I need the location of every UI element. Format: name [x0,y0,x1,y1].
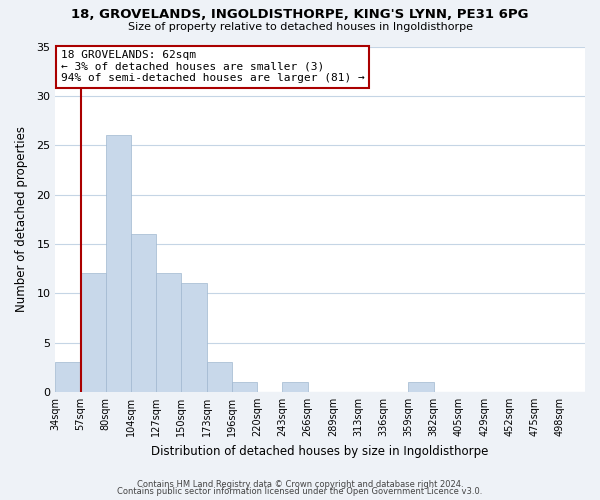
Bar [206,362,232,392]
Text: 18, GROVELANDS, INGOLDISTHORPE, KING'S LYNN, PE31 6PG: 18, GROVELANDS, INGOLDISTHORPE, KING'S L… [71,8,529,20]
Bar [131,234,156,392]
Text: Contains public sector information licensed under the Open Government Licence v3: Contains public sector information licen… [118,487,482,496]
Text: 18 GROVELANDS: 62sqm
← 3% of detached houses are smaller (3)
94% of semi-detache: 18 GROVELANDS: 62sqm ← 3% of detached ho… [61,50,364,83]
Bar [55,362,80,392]
Bar [106,136,131,392]
Text: Contains HM Land Registry data © Crown copyright and database right 2024.: Contains HM Land Registry data © Crown c… [137,480,463,489]
Bar [156,274,181,392]
Bar [181,284,206,392]
Bar [80,274,106,392]
Y-axis label: Number of detached properties: Number of detached properties [15,126,28,312]
Text: Size of property relative to detached houses in Ingoldisthorpe: Size of property relative to detached ho… [128,22,473,32]
Bar [283,382,308,392]
Bar [409,382,434,392]
Bar [232,382,257,392]
X-axis label: Distribution of detached houses by size in Ingoldisthorpe: Distribution of detached houses by size … [151,444,489,458]
